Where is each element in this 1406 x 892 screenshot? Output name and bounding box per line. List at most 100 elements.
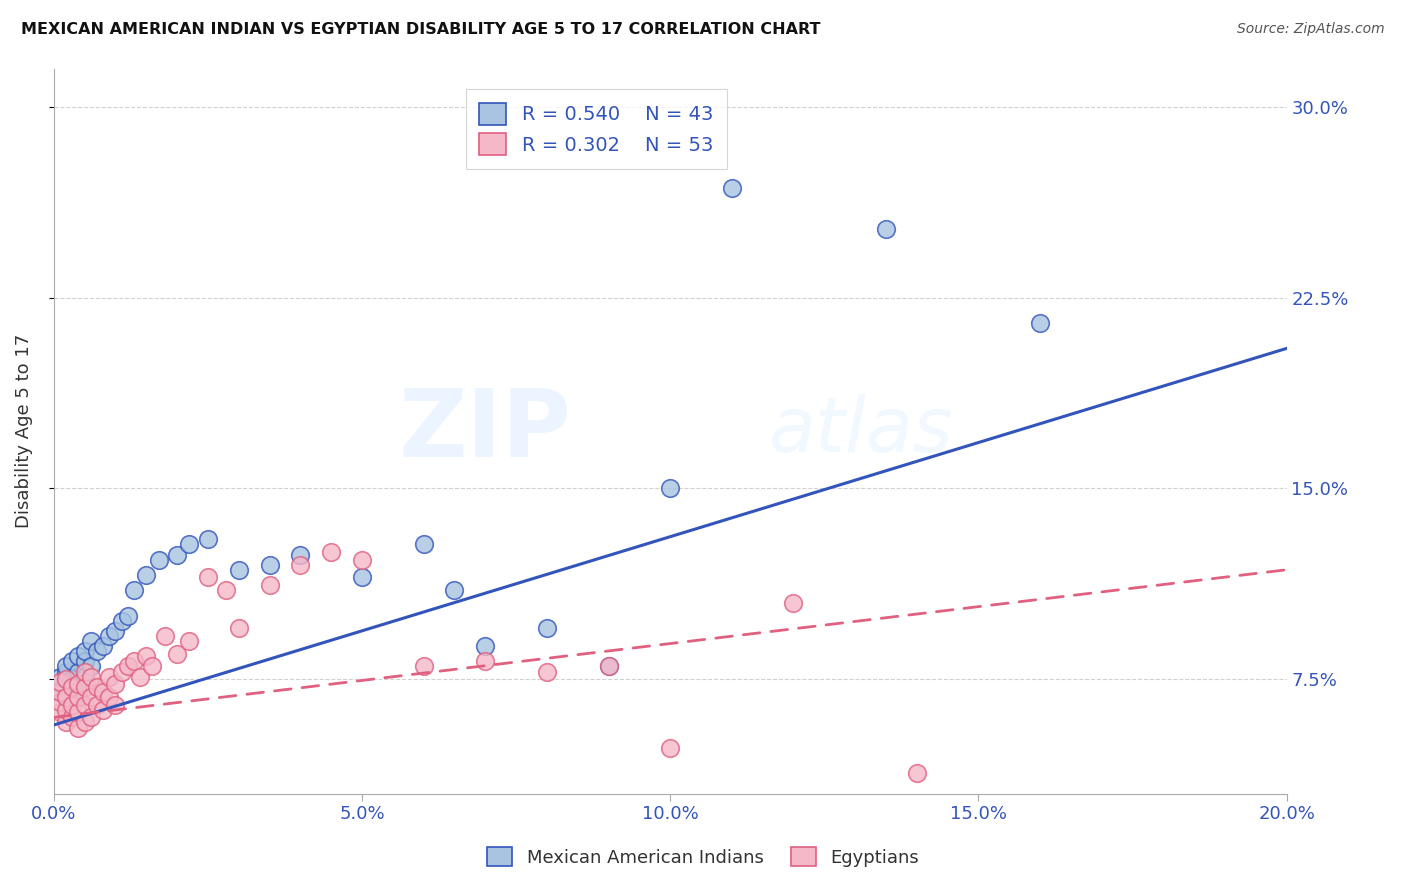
Text: Source: ZipAtlas.com: Source: ZipAtlas.com bbox=[1237, 22, 1385, 37]
Point bbox=[73, 698, 96, 712]
Point bbox=[80, 670, 103, 684]
Point bbox=[86, 644, 108, 658]
Point bbox=[86, 680, 108, 694]
Y-axis label: Disability Age 5 to 17: Disability Age 5 to 17 bbox=[15, 334, 32, 528]
Point bbox=[67, 677, 90, 691]
Point bbox=[179, 634, 201, 648]
Point bbox=[141, 659, 163, 673]
Point bbox=[290, 548, 312, 562]
Point bbox=[60, 710, 83, 724]
Point bbox=[98, 629, 121, 643]
Text: atlas: atlas bbox=[769, 394, 953, 468]
Point bbox=[55, 715, 77, 730]
Point bbox=[290, 558, 312, 572]
Point bbox=[259, 578, 281, 592]
Point bbox=[153, 629, 176, 643]
Point bbox=[875, 222, 897, 236]
Point bbox=[60, 680, 83, 694]
Point bbox=[166, 647, 188, 661]
Point bbox=[117, 659, 139, 673]
Point bbox=[350, 552, 373, 566]
Point bbox=[443, 583, 465, 598]
Point bbox=[67, 649, 90, 664]
Point bbox=[598, 659, 620, 673]
Legend: R = 0.540    N = 43, R = 0.302    N = 53: R = 0.540 N = 43, R = 0.302 N = 53 bbox=[465, 89, 727, 169]
Point bbox=[80, 710, 103, 724]
Text: ZIP: ZIP bbox=[399, 385, 572, 477]
Point bbox=[782, 596, 804, 610]
Point bbox=[104, 624, 127, 638]
Point bbox=[55, 703, 77, 717]
Point bbox=[598, 659, 620, 673]
Point bbox=[104, 677, 127, 691]
Point bbox=[80, 690, 103, 704]
Point bbox=[1029, 316, 1052, 330]
Point bbox=[474, 654, 496, 668]
Point bbox=[111, 614, 134, 628]
Point bbox=[228, 563, 250, 577]
Point bbox=[536, 621, 558, 635]
Point bbox=[73, 665, 96, 679]
Point bbox=[129, 670, 152, 684]
Point bbox=[350, 570, 373, 584]
Point bbox=[321, 545, 343, 559]
Point bbox=[60, 680, 83, 694]
Point bbox=[80, 634, 103, 648]
Point bbox=[49, 674, 72, 689]
Point bbox=[49, 685, 72, 699]
Point bbox=[55, 659, 77, 673]
Point bbox=[49, 685, 72, 699]
Point bbox=[179, 537, 201, 551]
Point bbox=[659, 481, 682, 495]
Point bbox=[111, 665, 134, 679]
Point bbox=[135, 649, 157, 664]
Point bbox=[197, 570, 219, 584]
Point bbox=[905, 766, 928, 780]
Point bbox=[91, 685, 114, 699]
Point bbox=[49, 674, 72, 689]
Point bbox=[412, 537, 434, 551]
Point bbox=[55, 690, 77, 704]
Point bbox=[228, 621, 250, 635]
Point bbox=[98, 670, 121, 684]
Legend: Mexican American Indians, Egyptians: Mexican American Indians, Egyptians bbox=[478, 838, 928, 876]
Point bbox=[60, 654, 83, 668]
Point bbox=[148, 552, 170, 566]
Point bbox=[197, 533, 219, 547]
Point bbox=[259, 558, 281, 572]
Point bbox=[73, 644, 96, 658]
Point bbox=[98, 690, 121, 704]
Point bbox=[536, 665, 558, 679]
Point bbox=[67, 665, 90, 679]
Point bbox=[215, 583, 238, 598]
Point bbox=[73, 654, 96, 668]
Point bbox=[73, 715, 96, 730]
Point bbox=[55, 672, 77, 686]
Point bbox=[67, 705, 90, 719]
Point bbox=[659, 740, 682, 755]
Point bbox=[91, 703, 114, 717]
Point bbox=[67, 721, 90, 735]
Point bbox=[166, 548, 188, 562]
Point bbox=[122, 654, 145, 668]
Text: MEXICAN AMERICAN INDIAN VS EGYPTIAN DISABILITY AGE 5 TO 17 CORRELATION CHART: MEXICAN AMERICAN INDIAN VS EGYPTIAN DISA… bbox=[21, 22, 821, 37]
Point bbox=[91, 639, 114, 653]
Point bbox=[60, 698, 83, 712]
Point bbox=[55, 665, 77, 679]
Point bbox=[117, 608, 139, 623]
Point bbox=[104, 698, 127, 712]
Point bbox=[49, 705, 72, 719]
Point bbox=[49, 695, 72, 709]
Point bbox=[135, 567, 157, 582]
Point bbox=[412, 659, 434, 673]
Point bbox=[122, 583, 145, 598]
Point bbox=[86, 698, 108, 712]
Point bbox=[60, 672, 83, 686]
Point bbox=[80, 659, 103, 673]
Point bbox=[73, 670, 96, 684]
Point bbox=[67, 685, 90, 699]
Point bbox=[55, 690, 77, 704]
Point bbox=[474, 639, 496, 653]
Point bbox=[67, 690, 90, 704]
Point bbox=[721, 181, 744, 195]
